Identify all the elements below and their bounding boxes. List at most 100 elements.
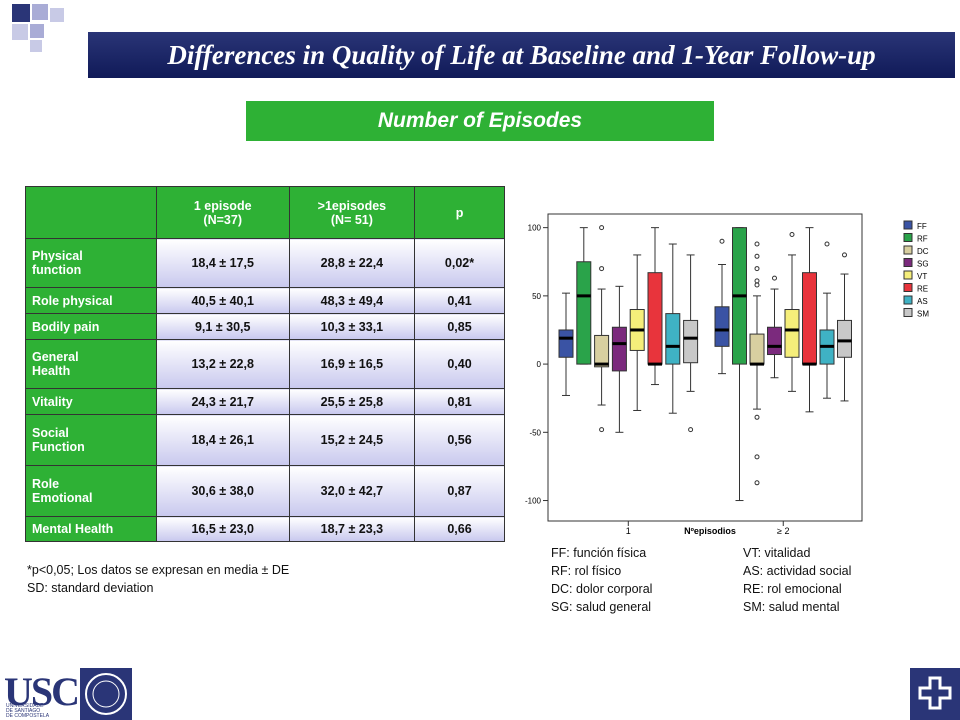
legend-swatch	[903, 245, 913, 255]
footnote: *p<0,05; Los datos se expresan en media …	[27, 563, 290, 577]
y-tick-label: -100	[525, 497, 542, 506]
table-cell: 40,5 ± 40,1	[155, 287, 290, 314]
outlier	[719, 238, 725, 244]
table-row: Mental Health 16,5 ± 23,0 18,7 ± 23,3 0,66	[25, 516, 505, 542]
plot-area	[547, 213, 863, 522]
table-cell: 15,2 ± 24,5	[288, 414, 416, 466]
table-cell: 1 episode (N=37)	[155, 186, 290, 239]
outlier	[754, 266, 760, 272]
key-entry: FF: función física	[551, 546, 647, 560]
outlier	[824, 241, 830, 247]
table-cell: 18,7 ± 23,3	[288, 516, 416, 542]
legend-swatch	[903, 308, 913, 317]
table-cell: Role Emotional	[25, 465, 157, 517]
outlier	[754, 414, 760, 420]
table-cell: 32,0 ± 42,7	[288, 465, 416, 517]
box	[558, 329, 574, 358]
table-cell: 13,2 ± 22,8	[155, 339, 290, 389]
logo-text: USC	[4, 669, 80, 714]
box	[714, 306, 730, 347]
table-row: Role Emotional 30,6 ± 38,0 32,0 ± 42,7 0,87	[25, 465, 505, 517]
table-row: Bodily pain 9,1 ± 30,5 10,3 ± 33,1 0,85	[25, 313, 505, 340]
table-cell: 0,66	[414, 516, 505, 542]
box	[576, 261, 592, 365]
emblem	[80, 668, 132, 720]
x-tick-label: ≥ 2	[777, 526, 789, 536]
table-cell: 30,6 ± 38,0	[155, 465, 290, 517]
box	[683, 319, 699, 364]
key-entry: SG: salud general	[551, 600, 652, 614]
table-cell: 0,56	[414, 414, 505, 466]
key-entry: AS: actividad social	[743, 564, 852, 578]
table-cell: 16,9 ± 16,5	[288, 339, 416, 389]
table-cell: General Health	[25, 339, 157, 389]
x-tick-label: 1	[626, 526, 631, 536]
table-cell: p	[414, 186, 505, 239]
legend-label: FF	[917, 222, 927, 231]
legend-label: DC	[917, 247, 929, 256]
table-cell: 0,41	[414, 287, 505, 314]
key-entry: DC: dolor corporal	[551, 582, 653, 596]
legend-swatch	[903, 220, 913, 230]
box	[802, 272, 817, 365]
box	[837, 319, 852, 358]
legend-label: RE	[917, 285, 928, 294]
box	[594, 334, 610, 368]
key-entry: RF: rol físico	[551, 564, 622, 578]
x-axis-label: Nºepisodios	[684, 526, 736, 536]
legend-swatch	[903, 258, 913, 267]
outlier	[599, 225, 605, 231]
table-row: Role physical 40,5 ± 40,1 48,3 ± 49,4 0,41	[25, 287, 505, 314]
table-cell: 48,3 ± 49,4	[288, 287, 416, 314]
y-tick-label: 50	[532, 292, 541, 301]
outlier	[754, 278, 760, 284]
chart: -100 -50 0 50 100 1 ≥ 2 Nºepisodios FF RF DC SG VT RE…	[525, 213, 929, 536]
outlier	[599, 427, 605, 433]
y-tick-label: 100	[528, 224, 542, 233]
table-cell: 24,3 ± 21,7	[155, 388, 290, 415]
outlier	[754, 282, 760, 288]
subtitle: Number of Episodes	[246, 101, 714, 141]
title: Differences in Quality of Life at Baseli…	[88, 32, 955, 78]
table: 1 episode (N=37) >1episodes (N= 51) p Physi…	[25, 186, 505, 542]
table-cell: 0,85	[414, 313, 505, 340]
outlier	[754, 241, 760, 247]
outlier	[688, 427, 694, 433]
box	[784, 309, 800, 358]
logo-caption: UNIVERSIDADE DE SANTIAGO DE COMPOSTELA	[6, 703, 50, 719]
key-entry: SM: salud mental	[743, 600, 840, 614]
table-cell: Social Function	[25, 414, 157, 466]
legend-label: RF	[917, 235, 928, 244]
legend-label: AS	[917, 297, 928, 306]
key-entry: VT: vitalidad	[743, 546, 811, 560]
table-row: Social Function 18,4 ± 26,1 15,2 ± 24,5 0,5…	[25, 414, 505, 466]
table-cell: >1episodes (N= 51)	[288, 186, 416, 239]
legend-label: VT	[917, 272, 927, 281]
outlier	[772, 275, 777, 281]
table-cell: 0,02*	[414, 238, 505, 288]
y-tick-label: -50	[529, 428, 541, 437]
outlier	[754, 480, 760, 486]
box	[749, 333, 765, 365]
box	[611, 326, 627, 372]
box	[767, 326, 782, 356]
legend-swatch	[903, 295, 913, 305]
outlier	[842, 252, 847, 258]
table-row: Physical function 18,4 ± 17,5 28,8 ± 22,4 0…	[25, 238, 505, 288]
table-cell: 10,3 ± 33,1	[288, 313, 416, 340]
table-cell: Vitality	[25, 388, 157, 415]
table-cell: 16,5 ± 23,0	[155, 516, 290, 542]
outlier	[599, 266, 605, 272]
legend-swatch	[903, 233, 913, 242]
box	[647, 272, 663, 365]
legend-swatch	[903, 283, 913, 292]
y-tick-label: 0	[537, 360, 542, 369]
outlier	[754, 454, 760, 460]
box	[665, 313, 681, 365]
icon	[910, 668, 960, 720]
table-row: 1 episode (N=37) >1episodes (N= 51) p	[25, 186, 505, 239]
table-cell: 18,4 ± 17,5	[155, 238, 290, 288]
key-entry: RE: rol emocional	[743, 582, 842, 596]
footnote: SD: standard deviation	[27, 581, 154, 595]
